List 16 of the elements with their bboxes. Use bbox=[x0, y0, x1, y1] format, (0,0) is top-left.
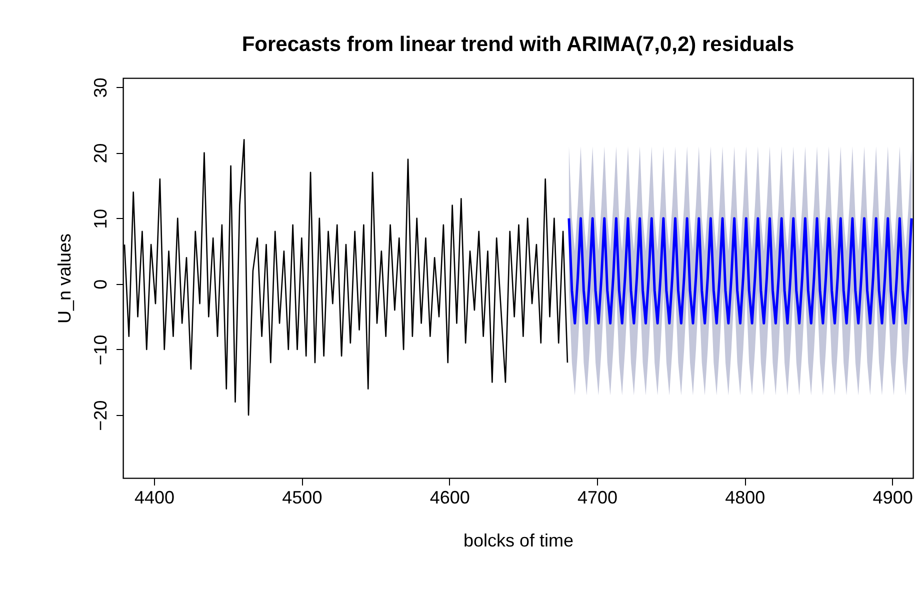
x-tick-label: 4900 bbox=[872, 488, 913, 508]
x-tick-label: 4800 bbox=[725, 488, 766, 508]
x-tick-label: 4500 bbox=[282, 488, 322, 508]
x-tick-label: 4700 bbox=[577, 488, 618, 508]
y-tick-label: 0 bbox=[90, 279, 110, 290]
y-tick-label: −10 bbox=[90, 334, 110, 366]
y-axis-title: U_n values bbox=[54, 233, 74, 324]
x-axis-title: bolcks of time bbox=[463, 530, 574, 550]
line-series bbox=[568, 217, 913, 324]
y-tick-label: 10 bbox=[90, 208, 110, 229]
y-tick-label: 20 bbox=[90, 143, 110, 164]
y-tick-label: 30 bbox=[90, 78, 110, 98]
x-tick-label: 4600 bbox=[430, 488, 470, 508]
chart-title: Forecasts from linear trend with ARIMA(7,0,2) residuals bbox=[242, 33, 794, 56]
y-tick-label: −20 bbox=[90, 400, 110, 431]
x-tick-label: 4400 bbox=[134, 488, 175, 508]
